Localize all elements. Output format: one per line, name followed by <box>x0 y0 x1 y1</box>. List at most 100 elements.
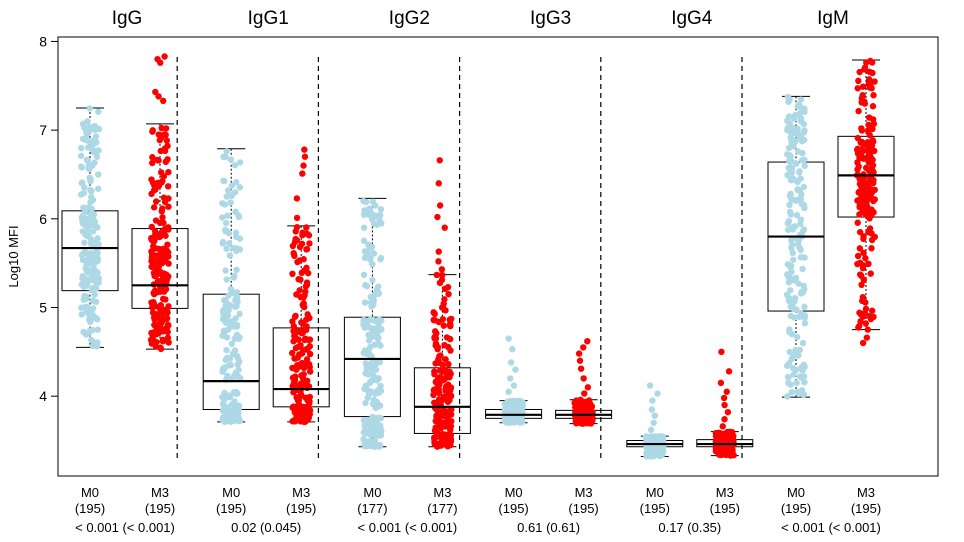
data-point-M3 <box>431 328 439 335</box>
data-point-M3 <box>306 240 313 247</box>
data-point-M0 <box>220 153 227 161</box>
data-point-M0 <box>795 280 802 287</box>
data-point-M3 <box>291 313 299 320</box>
data-point-M0 <box>785 360 793 367</box>
data-point-M0 <box>224 312 232 319</box>
x-label-n: (195) <box>568 501 598 516</box>
data-point-M3 <box>855 324 862 331</box>
data-point-M0 <box>222 319 229 326</box>
data-point-M3 <box>869 59 876 66</box>
data-point-M3 <box>298 240 306 247</box>
data-point-M3 <box>297 327 304 334</box>
data-point-M3 <box>300 371 307 378</box>
data-point-M3 <box>158 124 165 132</box>
data-point-M3 <box>860 249 867 257</box>
data-point-M0 <box>92 298 100 306</box>
outlier-point-M3 <box>721 401 728 409</box>
data-point-M0 <box>377 342 384 349</box>
data-point-M0 <box>223 346 230 354</box>
x-label-timepoint: M0 <box>81 485 99 500</box>
data-point-M3 <box>728 428 736 436</box>
data-point-M3 <box>440 322 448 329</box>
data-point-M0 <box>225 292 232 299</box>
outlier-point-M3 <box>725 368 733 375</box>
data-point-M3 <box>155 157 162 164</box>
data-point-M3 <box>291 327 298 335</box>
data-point-M0 <box>95 275 103 282</box>
data-point-M3 <box>871 78 878 85</box>
outlier-point-M3 <box>575 350 583 357</box>
data-point-M3 <box>303 224 310 231</box>
data-point-M0 <box>798 363 805 371</box>
data-point-M0 <box>786 208 794 216</box>
data-point-M0 <box>788 355 795 362</box>
data-point-M0 <box>219 240 227 247</box>
data-point-M0 <box>786 95 793 103</box>
data-point-M0 <box>236 184 243 191</box>
data-point-M0 <box>81 239 88 246</box>
data-point-M3 <box>854 85 861 92</box>
data-point-M0 <box>360 237 368 244</box>
data-point-M0 <box>232 315 239 322</box>
data-point-M0 <box>93 147 101 154</box>
panel-title: IgG4 <box>671 8 713 29</box>
data-point-M3 <box>447 320 454 327</box>
outlier-point-M0 <box>648 406 656 413</box>
outlier-point-M0 <box>654 390 661 397</box>
data-point-M3 <box>156 257 163 264</box>
data-point-M0 <box>367 293 374 301</box>
x-label-timepoint: M0 <box>222 485 240 500</box>
outlier-point-M3 <box>863 334 871 341</box>
data-point-M0 <box>801 320 809 327</box>
outlier-point-M3 <box>161 53 168 60</box>
data-point-M0 <box>372 361 379 368</box>
data-point-M0 <box>368 243 376 251</box>
data-point-M3 <box>158 318 166 325</box>
data-point-M0 <box>226 252 234 259</box>
data-point-M3 <box>572 400 579 408</box>
data-point-M0 <box>224 354 231 361</box>
data-point-M0 <box>788 389 795 396</box>
data-point-M0 <box>78 281 86 288</box>
outlier-point-M3 <box>160 97 167 105</box>
panel-title: IgG3 <box>530 8 571 29</box>
data-point-M3 <box>293 291 300 298</box>
data-point-M3 <box>431 436 438 443</box>
data-point-M0 <box>784 171 791 179</box>
data-point-M3 <box>163 315 171 323</box>
outlier-point-M0 <box>650 419 657 426</box>
data-point-M3 <box>857 146 865 153</box>
data-point-M3 <box>864 326 872 333</box>
data-point-M0 <box>361 254 369 261</box>
data-point-M3 <box>437 412 444 419</box>
data-point-M0 <box>95 185 102 192</box>
y-axis-label: Log10 MFI <box>6 225 21 287</box>
data-point-M3 <box>291 373 299 380</box>
data-point-M0 <box>82 205 90 213</box>
data-point-M0 <box>222 267 229 274</box>
data-point-M3 <box>303 264 310 272</box>
data-point-M3 <box>436 417 443 425</box>
data-point-M3 <box>164 142 171 150</box>
data-point-M3 <box>149 251 156 259</box>
x-label-timepoint: M3 <box>716 485 734 500</box>
data-point-M3 <box>165 253 172 260</box>
data-point-M3 <box>869 69 876 77</box>
data-point-M3 <box>857 318 864 325</box>
data-point-M3 <box>155 182 163 190</box>
data-point-M0 <box>800 226 808 233</box>
data-point-M0 <box>88 250 95 257</box>
data-point-M0 <box>360 211 368 218</box>
data-point-M3 <box>163 137 170 144</box>
panel-title: IgG <box>112 8 143 29</box>
data-point-M3 <box>871 196 879 203</box>
data-point-M0 <box>786 326 793 333</box>
data-point-M3 <box>431 371 438 378</box>
data-point-M0 <box>370 220 378 228</box>
data-point-M0 <box>797 96 805 103</box>
data-point-M0 <box>224 212 231 219</box>
data-point-M3 <box>861 64 869 71</box>
data-point-M0 <box>370 250 378 257</box>
outlier-point-M3 <box>436 157 443 164</box>
